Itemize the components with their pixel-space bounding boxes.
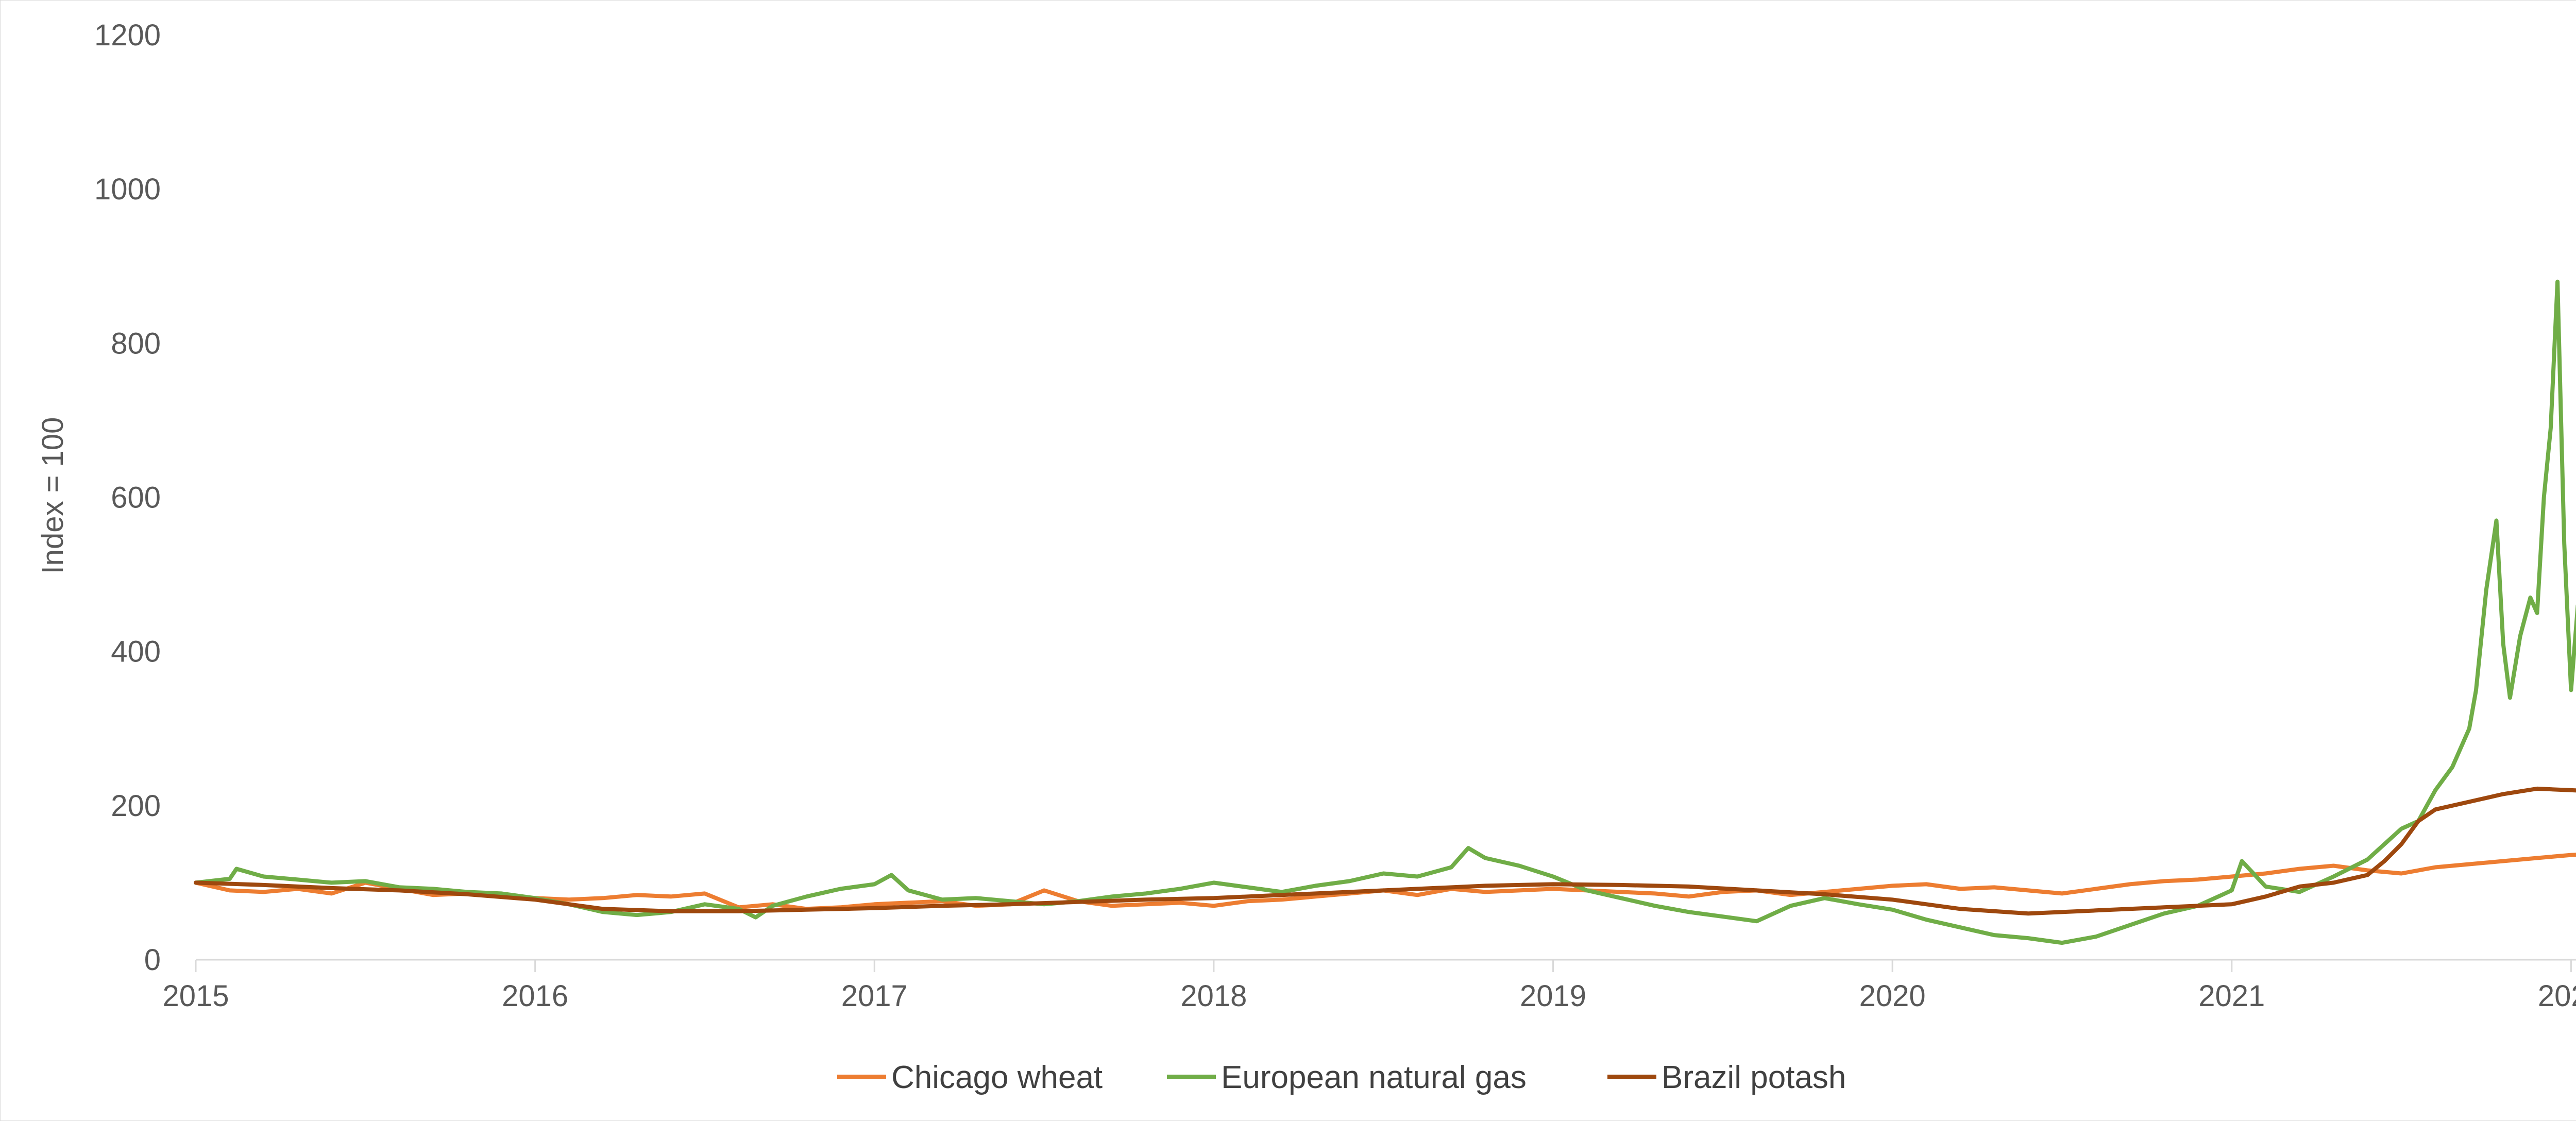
x-tick-label: 2022 — [2538, 979, 2576, 1013]
y-axis-title: Index = 100 — [36, 417, 70, 574]
x-axis-ticks: 2015 2016 2017 2018 2019 2020 2021 2022 — [162, 960, 2576, 1013]
y-tick-label: 0 — [144, 943, 161, 977]
y-tick-label: 800 — [111, 327, 161, 360]
x-tick-label: 2017 — [841, 979, 908, 1013]
x-tick-label: 2020 — [1859, 979, 1926, 1013]
legend-label: Chicago wheat — [891, 1060, 1103, 1095]
legend-label: European natural gas — [1221, 1060, 1527, 1095]
legend: Chicago wheat European natural gas Brazil … — [837, 1060, 1846, 1095]
series-line-european-natural-gas — [194, 279, 2576, 945]
series-lines — [194, 279, 2576, 945]
y-tick-label: 200 — [111, 789, 161, 823]
series-line-chicago-wheat — [194, 853, 2576, 911]
y-tick-label: 600 — [111, 481, 161, 515]
x-tick-label: 2021 — [2198, 979, 2265, 1013]
x-tick-label: 2016 — [502, 979, 568, 1013]
x-tick-label: 2019 — [1520, 979, 1586, 1013]
x-tick-label: 2018 — [1180, 979, 1247, 1013]
y-axis-ticks: 0 200 400 600 800 1000 1200 — [94, 19, 161, 977]
x-tick-label: 2015 — [162, 979, 229, 1013]
y-tick-label: 1200 — [94, 19, 161, 52]
legend-label: Brazil potash — [1662, 1060, 1846, 1095]
y-tick-label: 1000 — [94, 173, 161, 206]
y-tick-label: 400 — [111, 635, 161, 669]
series-line-brazil-potash — [194, 786, 2576, 916]
